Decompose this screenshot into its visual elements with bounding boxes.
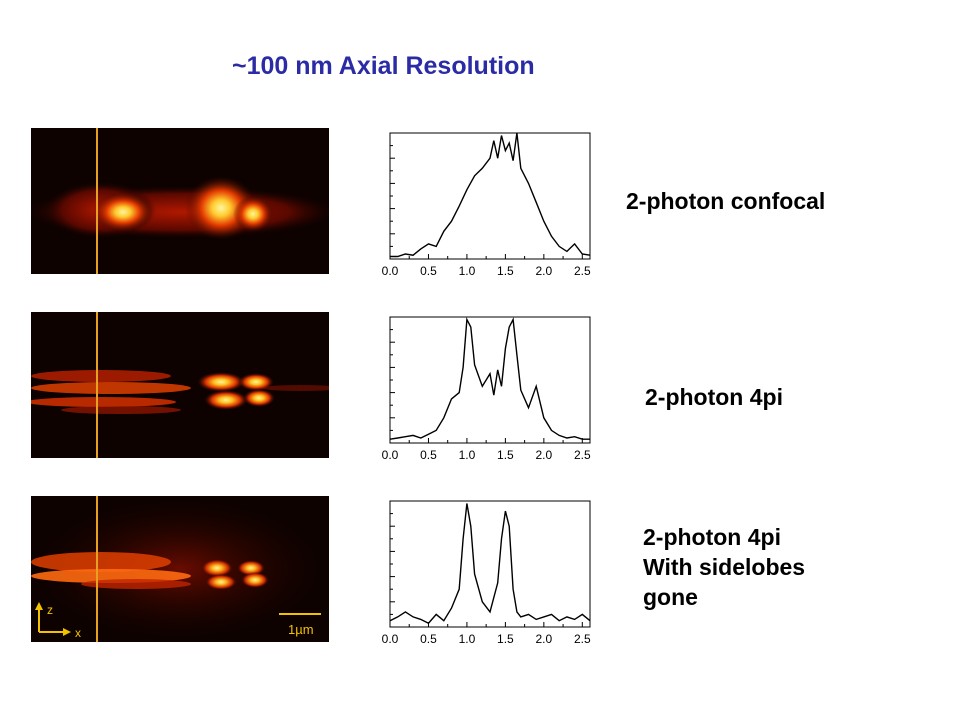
axis-x-label: x <box>75 626 81 640</box>
series-line <box>389 503 591 625</box>
series-line <box>389 316 590 440</box>
profile-chart-4pi: 0.00.51.01.52.02.5z[um] <box>382 316 591 462</box>
heatmap-4pi-sidelobes-gone: z x 1µm <box>31 496 329 642</box>
profile-chart-4pi-sidelobes-gone: 0.00.51.01.52.02.5z[um] <box>382 500 591 646</box>
x-tick-label: 0.5 <box>420 632 437 646</box>
scale-bar: 1µm <box>279 613 321 637</box>
x-tick-label: 0.0 <box>382 264 399 278</box>
x-tick-label: 0.5 <box>420 448 437 462</box>
axis-indicator: z x <box>35 602 81 640</box>
microscopy-image-confocal <box>31 128 329 274</box>
heatmap-confocal <box>31 128 329 274</box>
x-tick-label: 2.5 <box>574 264 591 278</box>
label-line: 2-photon 4pi <box>645 384 783 410</box>
x-tick-label: 0.0 <box>382 632 399 646</box>
microscopy-image-4pi <box>31 312 329 458</box>
label-line: With sidelobes <box>643 554 806 580</box>
label-4pi: 2-photon 4pi <box>645 382 783 412</box>
profile-chart-confocal: 0.00.51.01.52.02.5z[um] <box>382 132 591 278</box>
x-tick-label: 1.0 <box>459 632 476 646</box>
x-tick-label: 1.5 <box>497 632 514 646</box>
series-line <box>390 132 591 258</box>
page-title: ~100 nm Axial Resolution <box>232 52 535 80</box>
label-line: gone <box>643 584 698 610</box>
microscopy-image-4pi-sidelobes-gone: z x 1µm <box>31 496 329 642</box>
x-tick-label: 2.5 <box>574 632 591 646</box>
x-tick-label: 1.5 <box>497 448 514 462</box>
label-4pi-sidelobes-gone: 2-photon 4pi With sidelobes gone <box>643 522 805 612</box>
plot-frame <box>389 500 591 628</box>
x-tick-label: 1.0 <box>459 448 476 462</box>
x-tick-label: 2.0 <box>536 448 553 462</box>
heatmap-4pi <box>31 312 329 458</box>
scale-bar-label: 1µm <box>288 622 314 637</box>
label-line: 2-photon 4pi <box>643 524 781 550</box>
x-tick-label: 2.0 <box>536 632 553 646</box>
x-tick-label: 2.5 <box>574 448 591 462</box>
plot-frame <box>389 132 591 260</box>
label-confocal: 2-photon confocal <box>626 186 825 216</box>
axis-z-label: z <box>47 603 53 617</box>
label-line: 2-photon confocal <box>626 188 826 214</box>
x-tick-label: 1.5 <box>497 264 514 278</box>
x-tick-label: 0.5 <box>420 264 437 278</box>
plot-frame <box>389 316 591 444</box>
x-tick-label: 2.0 <box>536 264 553 278</box>
x-tick-label: 0.0 <box>382 448 399 462</box>
x-tick-label: 1.0 <box>459 264 476 278</box>
